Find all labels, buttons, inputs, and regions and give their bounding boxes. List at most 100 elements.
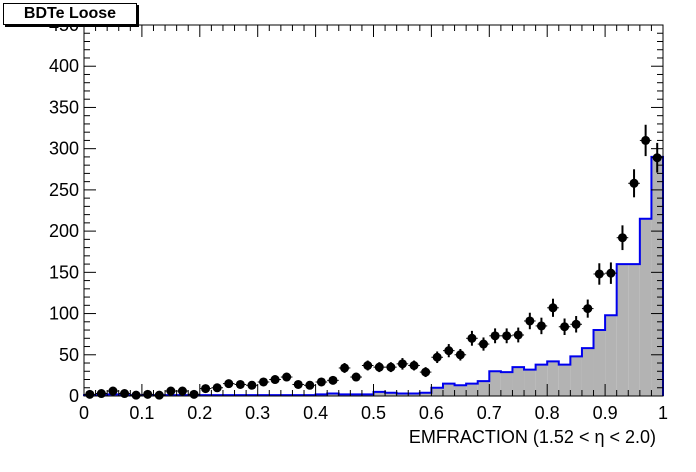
y-tick-label: 350 [49, 97, 79, 117]
y-tick-label: 100 [49, 304, 79, 324]
histogram-bar [593, 330, 606, 396]
point-marker [154, 390, 164, 400]
data-point [280, 372, 293, 382]
x-tick-label: 1 [658, 403, 668, 423]
point-marker [571, 319, 581, 329]
data-point [385, 362, 397, 373]
data-point [269, 375, 281, 385]
x-axis-title: EMFRACTION (1.52 < η < 2.0) [409, 427, 656, 447]
data-point [338, 363, 351, 373]
x-axis-ticks: 0 0.1 0.2 0.3 0.4 0.5 0.6 0.7 0.8 0.9 1 [79, 25, 668, 423]
data-point [651, 142, 663, 173]
chart-title: BDTe Loose [3, 3, 137, 25]
y-tick-label: 50 [59, 345, 79, 365]
point-marker [316, 377, 326, 387]
point-marker [421, 367, 431, 377]
point-marker [583, 304, 593, 314]
histogram-bar [628, 264, 640, 396]
x-tick-label: 0.4 [303, 403, 328, 423]
data-point [373, 362, 386, 373]
data-point [246, 380, 258, 390]
data-point [442, 344, 455, 358]
data-point [304, 380, 316, 390]
point-marker [363, 360, 373, 370]
histogram-bar [535, 364, 548, 396]
point-marker [617, 233, 627, 243]
histogram-bar [477, 381, 490, 396]
point-marker [525, 316, 535, 326]
data-point [141, 389, 154, 399]
point-marker [189, 389, 199, 399]
data-point [165, 386, 177, 396]
point-marker [479, 339, 489, 349]
histogram-bar [489, 371, 501, 396]
data-point [593, 263, 606, 285]
data-point [327, 375, 339, 385]
data-point [176, 386, 189, 396]
histogram-bar [547, 361, 559, 396]
data-point [396, 358, 409, 370]
point-marker [641, 135, 651, 145]
point-marker [432, 352, 442, 362]
data-point [211, 383, 223, 393]
point-marker [258, 377, 268, 387]
y-tick-label: 0 [69, 386, 79, 406]
point-marker [455, 350, 465, 360]
point-marker [293, 379, 303, 389]
data-point [350, 372, 362, 382]
data-point [570, 316, 582, 333]
point-marker [652, 153, 662, 163]
x-tick-label: 0.7 [477, 403, 502, 423]
data-point [558, 318, 571, 335]
histogram-bar [524, 369, 536, 396]
histogram-bar [454, 385, 467, 396]
histogram-bar [385, 392, 397, 396]
data-point [292, 379, 305, 389]
histogram-bar [639, 218, 652, 396]
point-marker [235, 379, 245, 389]
data-point [628, 169, 640, 198]
point-marker [560, 322, 570, 332]
histogram-bar [512, 367, 525, 396]
data-point [500, 328, 513, 344]
histogram-bar [327, 393, 339, 396]
x-tick-label: 0.8 [535, 403, 560, 423]
histogram-bar [431, 387, 443, 396]
data-point [639, 124, 652, 157]
point-marker [444, 346, 454, 356]
data-point [547, 298, 559, 317]
point-marker [513, 330, 523, 340]
point-marker [328, 375, 338, 385]
data-point [257, 377, 270, 387]
data-point [524, 312, 536, 330]
data-point [199, 384, 212, 394]
point-marker [606, 268, 616, 278]
point-marker [247, 380, 257, 390]
point-marker [201, 384, 211, 394]
point-marker [224, 379, 234, 389]
data-point [605, 262, 617, 284]
point-marker [212, 383, 222, 393]
histogram-bar [500, 372, 513, 396]
point-marker [305, 380, 315, 390]
point-marker [548, 303, 558, 313]
histogram-bar [570, 356, 582, 396]
y-tick-label: 150 [49, 262, 79, 282]
histogram-bar [558, 364, 571, 396]
data-point [234, 379, 247, 389]
point-marker [467, 333, 477, 343]
point-marker [409, 360, 419, 370]
point-marker [108, 386, 118, 396]
histogram-bar [408, 393, 420, 396]
y-tick-label: 200 [49, 221, 79, 241]
point-marker [536, 321, 546, 331]
data-point [535, 317, 548, 335]
point-marker [490, 331, 500, 341]
data-point [188, 389, 200, 399]
point-marker [96, 389, 106, 399]
x-tick-label: 0.1 [129, 403, 154, 423]
point-marker [374, 362, 384, 372]
point-marker [594, 269, 604, 279]
x-tick-label: 0.3 [245, 403, 270, 423]
